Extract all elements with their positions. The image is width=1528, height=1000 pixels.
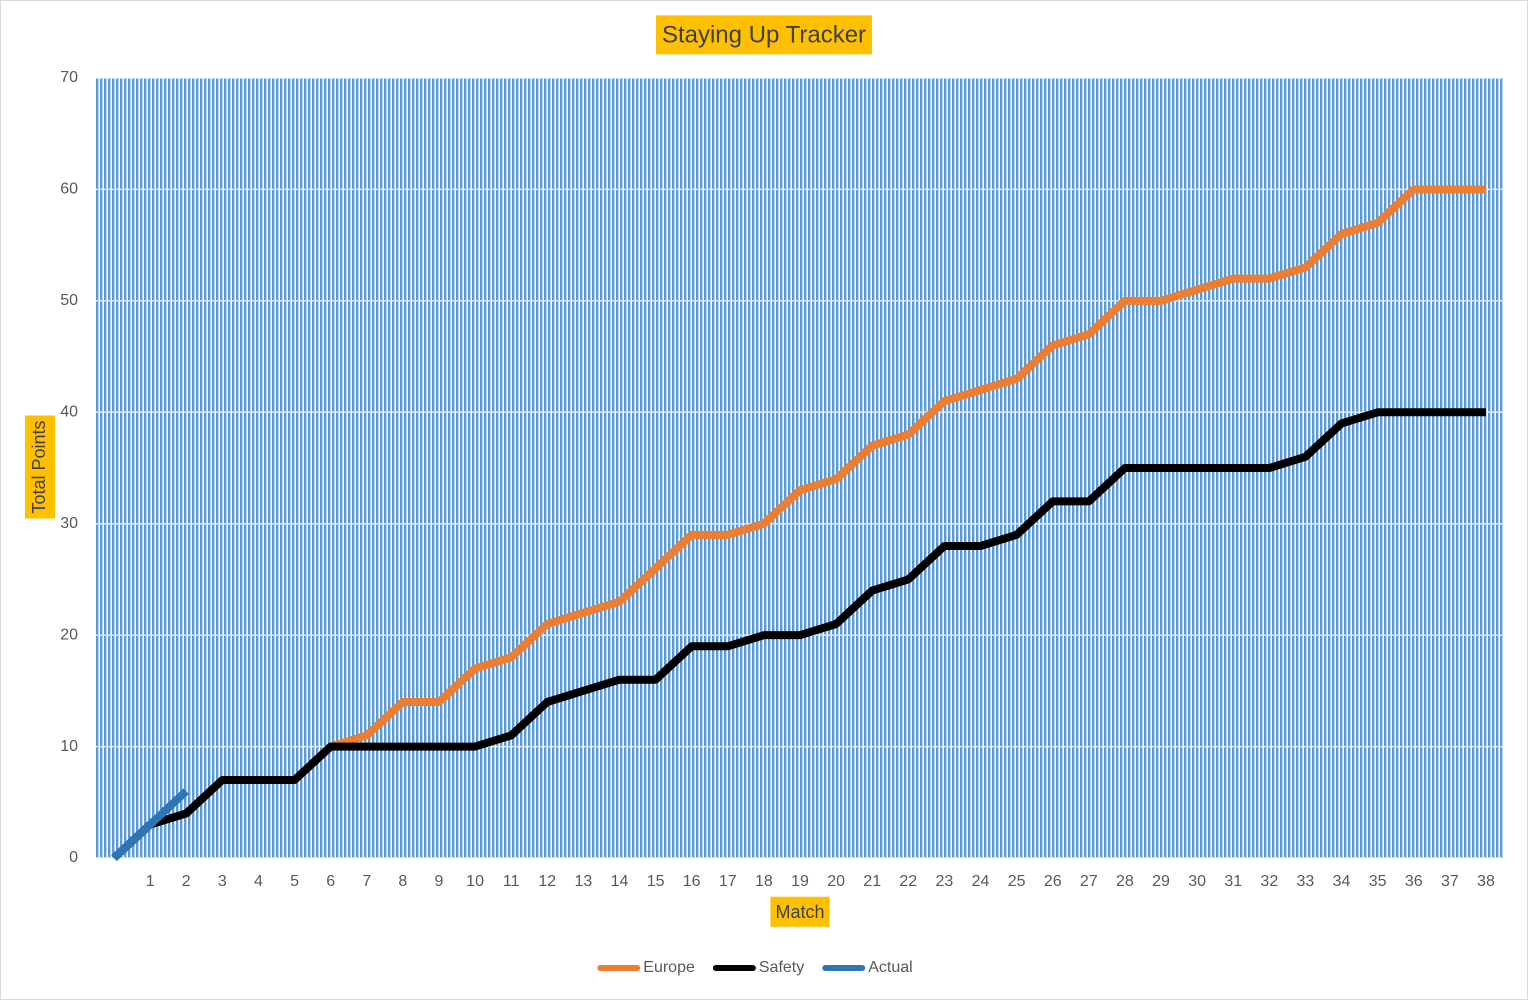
label-highlight (770, 896, 830, 927)
y-tick-label: 0 (69, 849, 78, 866)
x-tick-label: 16 (683, 873, 701, 890)
x-tick-label: 34 (1333, 873, 1351, 890)
y-axis-title: Total Points (29, 420, 49, 513)
x-tick-label: 36 (1405, 873, 1423, 890)
legend-label: Safety (759, 959, 804, 976)
y-tick-label: 60 (60, 181, 78, 198)
y-tick-label: 10 (60, 738, 78, 755)
y-tick-label: 40 (60, 404, 78, 421)
x-tick-label: 11 (503, 873, 520, 890)
y-tick-label: 20 (60, 626, 78, 643)
x-tick-label: 10 (466, 873, 484, 890)
series-line (111, 788, 189, 861)
chart-title: Staying Up Tracker (662, 21, 866, 48)
x-tick-label: 24 (972, 873, 990, 890)
x-tick-label: 22 (899, 873, 917, 890)
x-tick-label: 38 (1477, 873, 1495, 890)
legend: Europe Safety Actual (597, 959, 913, 976)
y-tick-label: 50 (60, 292, 78, 309)
x-tick-label: 29 (1152, 873, 1170, 890)
y-tick-label: 30 (60, 515, 78, 532)
x-tick-label: 8 (398, 873, 407, 890)
x-tick-label: 19 (791, 873, 809, 890)
x-tick-label: 2 (182, 873, 191, 890)
x-tick-label: 17 (719, 873, 737, 890)
x-tick-label: 15 (647, 873, 665, 890)
x-tick-label: 28 (1116, 873, 1134, 890)
legend-label: Actual (868, 959, 912, 976)
x-tick-label: 4 (254, 873, 263, 890)
x-tick-label: 14 (611, 873, 629, 890)
x-tick-label: 33 (1297, 873, 1315, 890)
x-tick-label: 30 (1188, 873, 1206, 890)
x-tick-label: 1 (146, 873, 155, 890)
label-highlight (25, 415, 55, 519)
x-tick-label: 20 (827, 873, 845, 890)
x-tick-label: 7 (362, 873, 371, 890)
x-tick-label: 21 (863, 873, 881, 890)
label-highlight (655, 15, 873, 55)
y-tick-label: 70 (60, 69, 78, 86)
legend-label: Europe (643, 959, 695, 976)
series-line (111, 408, 1486, 861)
x-tick-label: 6 (326, 873, 335, 890)
x-tick-label: 18 (755, 873, 773, 890)
x-tick-label: 23 (936, 873, 954, 890)
x-tick-label: 31 (1224, 873, 1242, 890)
x-tick-label: 35 (1369, 873, 1387, 890)
x-tick-label: 12 (538, 873, 556, 890)
x-tick-label: 3 (218, 873, 227, 890)
x-tick-label: 9 (435, 873, 444, 890)
x-tick-label: 13 (574, 873, 592, 890)
plot-area (96, 78, 1504, 858)
x-tick-label: 26 (1044, 873, 1062, 890)
x-tick-label: 32 (1260, 873, 1278, 890)
x-tick-label: 5 (290, 873, 299, 890)
x-tick-label: 37 (1441, 873, 1459, 890)
x-axis-title: Match (775, 902, 824, 922)
x-tick-label: 25 (1008, 873, 1026, 890)
x-tick-label: 27 (1080, 873, 1098, 890)
